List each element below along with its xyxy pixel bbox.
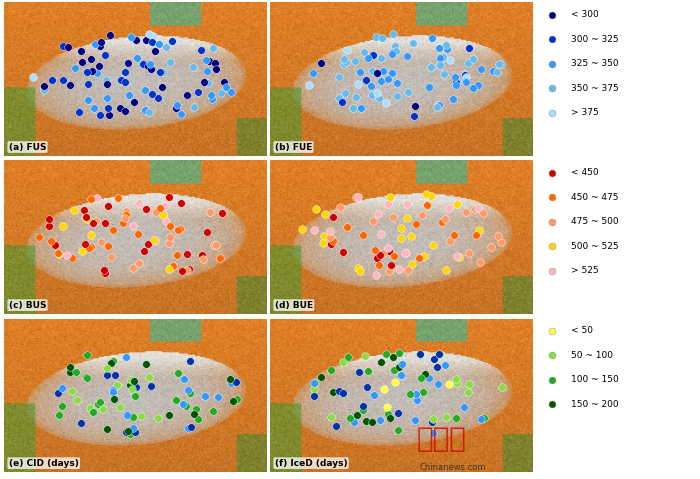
Text: 300 ~ 325: 300 ~ 325 [571,34,619,44]
Text: < 50: < 50 [571,326,593,335]
Text: 中新网: 中新网 [416,425,466,453]
Text: < 450: < 450 [571,168,598,177]
Text: 475 ~ 500: 475 ~ 500 [571,217,619,226]
Text: < 300: < 300 [571,10,598,19]
Text: > 525: > 525 [571,266,598,275]
Text: 450 ~ 475: 450 ~ 475 [571,193,618,202]
Text: Chinanews.com: Chinanews.com [420,463,486,472]
Text: (c) BUS: (c) BUS [8,301,46,309]
Text: (f) IceD (days): (f) IceD (days) [274,459,347,468]
Text: 150 ~ 200: 150 ~ 200 [571,400,619,409]
Text: 50 ~ 100: 50 ~ 100 [571,351,613,360]
Text: 500 ~ 525: 500 ~ 525 [571,242,619,251]
Text: (d) BUE: (d) BUE [274,301,313,309]
Text: > 375: > 375 [571,108,598,117]
Text: 100 ~ 150: 100 ~ 150 [571,376,619,384]
Text: 350 ~ 375: 350 ~ 375 [571,84,619,93]
Text: (b) FUE: (b) FUE [274,143,312,151]
Text: 325 ~ 350: 325 ~ 350 [571,59,619,68]
Text: (a) FUS: (a) FUS [8,143,46,151]
Text: (e) CID (days): (e) CID (days) [8,459,78,468]
